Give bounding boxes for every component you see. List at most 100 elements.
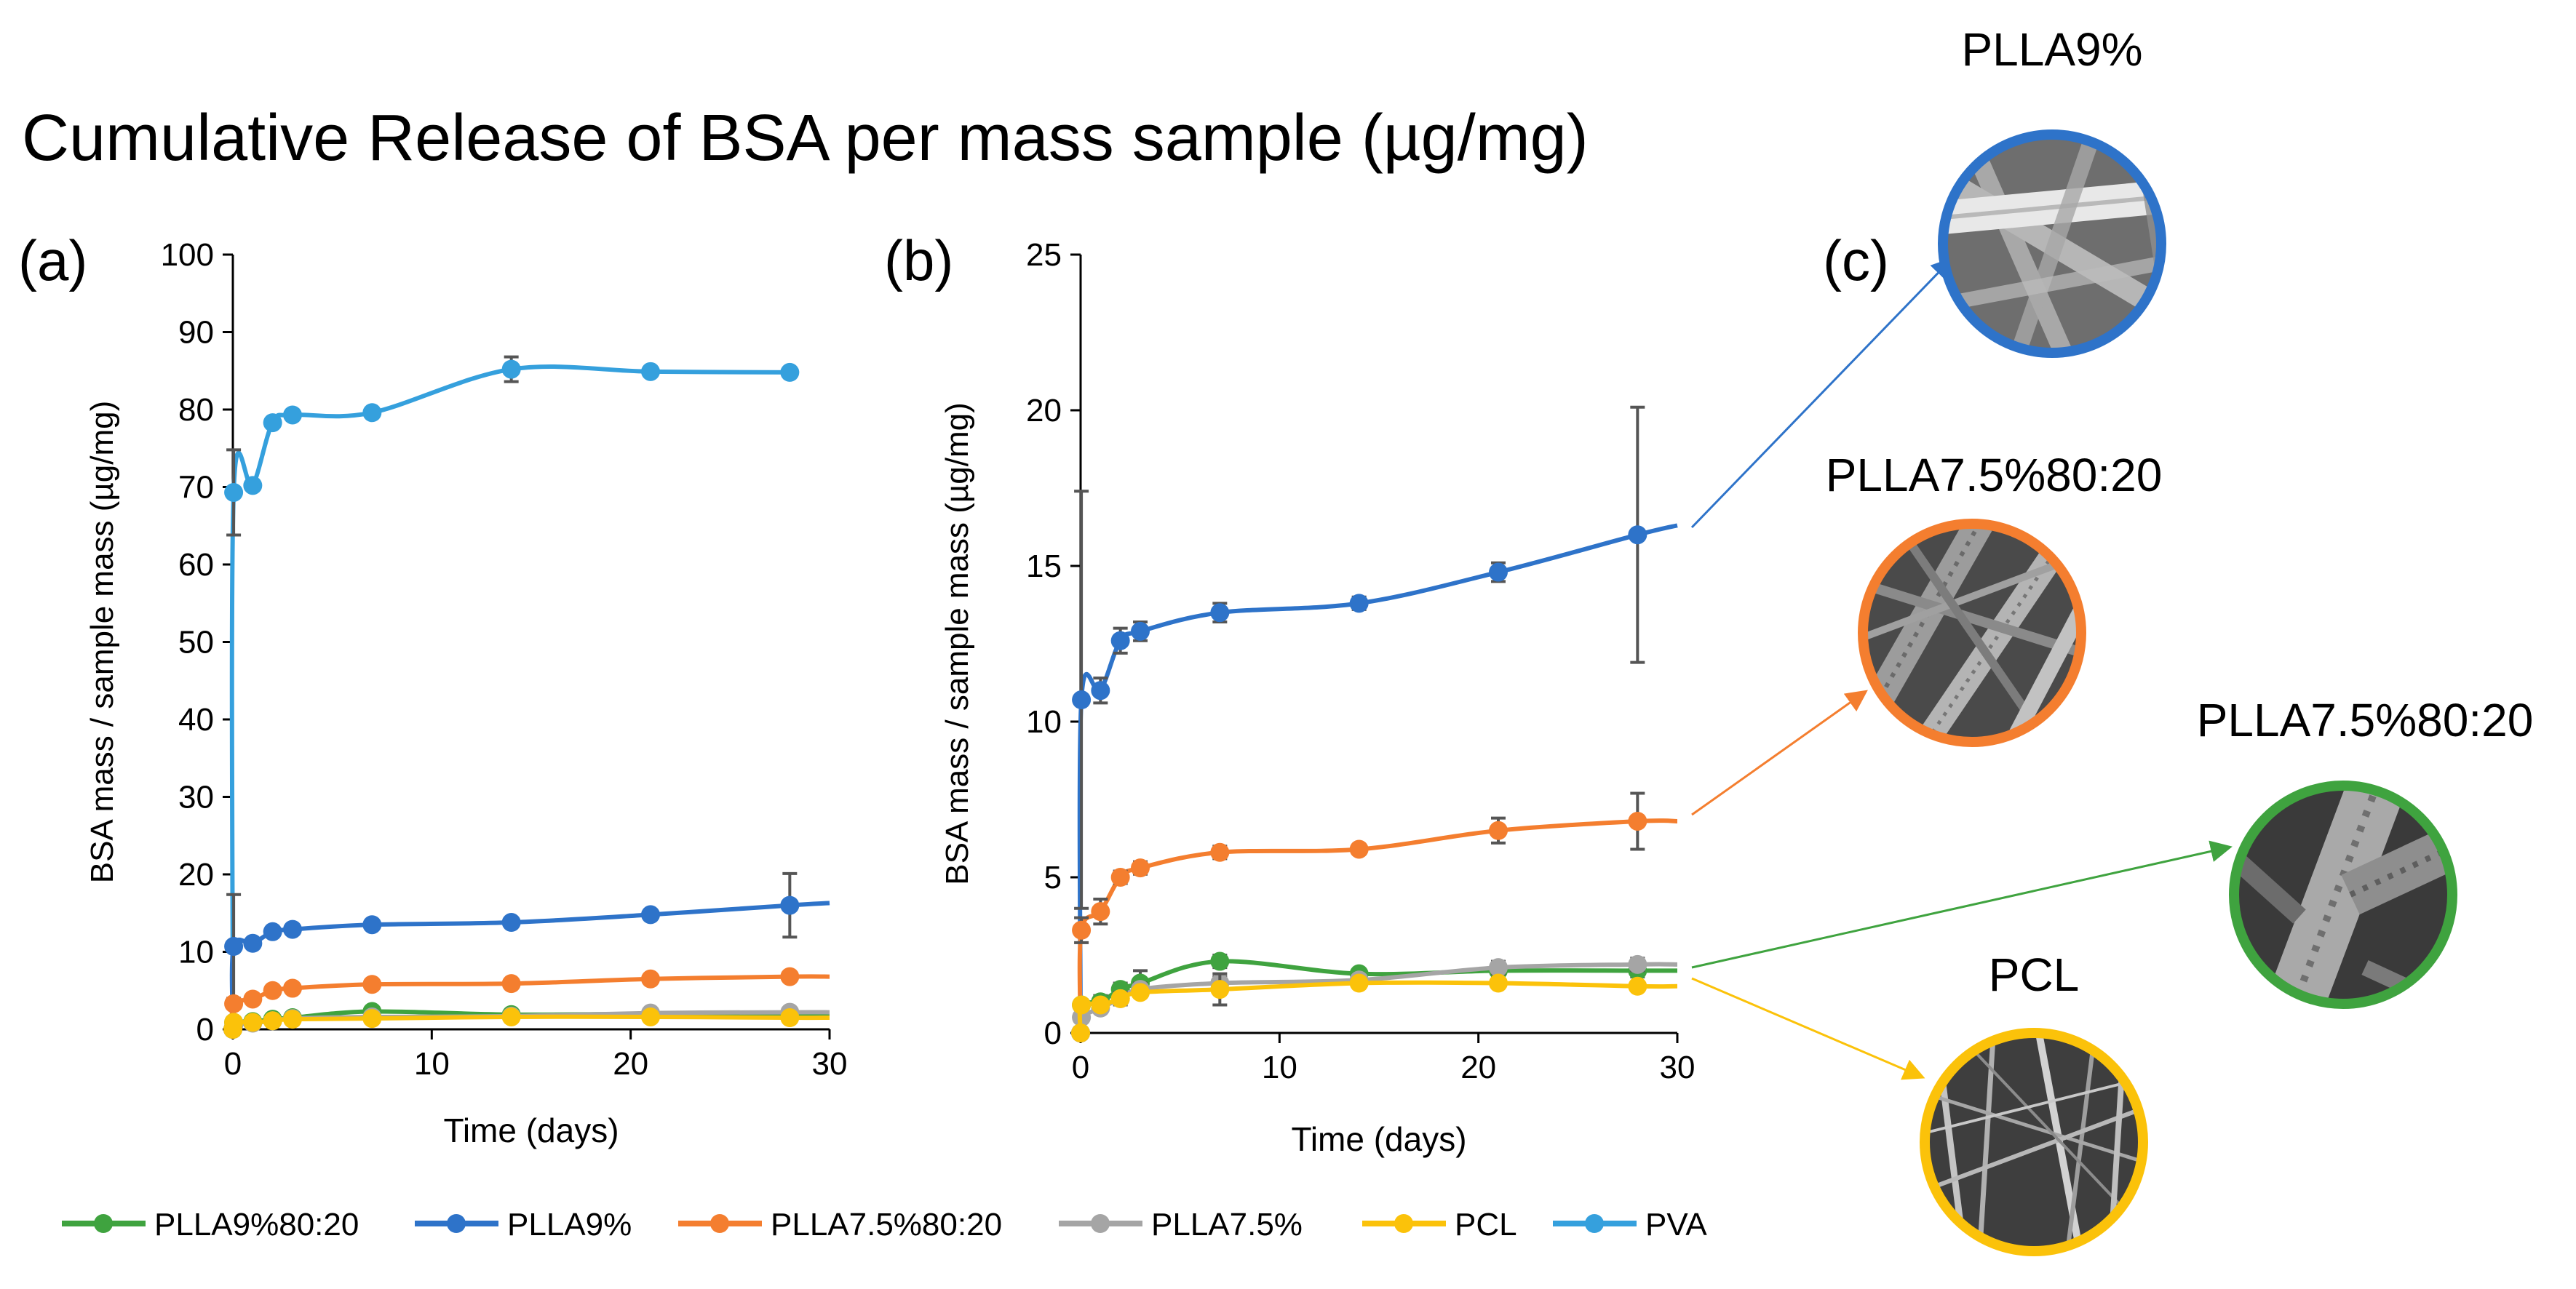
sem-label-green: PLLA7.5%80:20 bbox=[2197, 694, 2534, 746]
y-tick-label-a: 90 bbox=[178, 315, 214, 351]
y-tick-label-a: 50 bbox=[178, 625, 214, 661]
data-point-pva-a bbox=[501, 359, 521, 379]
series-line-plla7-580-20-a bbox=[229, 974, 830, 1030]
y-tick-label-a: 20 bbox=[178, 857, 214, 893]
x-tick-label-a: 20 bbox=[613, 1046, 648, 1082]
x-axis-label-a: Time (days) bbox=[443, 1112, 619, 1149]
chart-b: 0 5 10 15 20 25 0 10 20 30 Time (days) BSA mass / s… bbox=[939, 237, 1695, 1158]
data-point-pcl-a bbox=[641, 1007, 660, 1026]
x-tick-label-a: 0 bbox=[224, 1046, 242, 1082]
data-point-pcl-a bbox=[263, 1011, 282, 1031]
data-point-plla9-a bbox=[283, 919, 302, 939]
y-tick-label-a: 100 bbox=[161, 237, 214, 273]
sem-label-plla9: PLLA9% bbox=[1961, 23, 2142, 76]
series-line-plla9-b bbox=[1077, 523, 1678, 1034]
data-point-plla7-580-20-b bbox=[1628, 811, 1647, 831]
arrow-pcl bbox=[1691, 977, 1925, 1080]
series-line-pcl-b bbox=[1077, 980, 1678, 1034]
sem-image-pcl: PCL bbox=[1920, 949, 2148, 1256]
data-point-pcl-b bbox=[1110, 989, 1130, 1008]
chart-a: 0 10 20 30 40 50 60 70 80 90 100 0 10 20 30 Time (days)… bbox=[84, 237, 847, 1149]
data-point-plla9-b bbox=[1072, 690, 1092, 710]
sem-label-plla75-8020: PLLA7.5%80:20 bbox=[1826, 449, 2163, 501]
data-point-plla7-580-20-a bbox=[224, 994, 244, 1013]
y-tick-label-b: 25 bbox=[1026, 237, 1062, 273]
data-point-plla9-b bbox=[1489, 562, 1508, 582]
sem-frame-plla9 bbox=[1938, 129, 2166, 358]
data-point-plla7-580-20-b bbox=[1072, 920, 1092, 940]
data-point-plla7-580-20-b bbox=[1110, 868, 1130, 887]
y-tick-label-b: 5 bbox=[1044, 860, 1062, 895]
data-point-pva-a bbox=[780, 362, 800, 382]
sem-micrograph-pcl bbox=[1925, 1033, 2143, 1251]
data-point-plla9-a bbox=[243, 933, 263, 953]
y-tick-label-a: 30 bbox=[178, 780, 214, 815]
legend-item-pva: PVA bbox=[1553, 1207, 1707, 1242]
y-tick-label-a: 40 bbox=[178, 702, 214, 738]
connector-arrows bbox=[1690, 257, 2233, 1080]
data-point-pcl-a bbox=[362, 1009, 382, 1029]
arrow-plla9 bbox=[1690, 257, 1954, 529]
data-point-pva-a bbox=[283, 405, 302, 425]
legend-item-plla9: PLLA9% bbox=[415, 1207, 632, 1242]
data-point-pva-a bbox=[641, 362, 660, 381]
legend-item-plla9-8020: PLLA9%80:20 bbox=[62, 1207, 359, 1242]
data-point-pcl-b bbox=[1071, 1023, 1090, 1042]
y-tick-label-b: 20 bbox=[1026, 393, 1062, 428]
data-point-plla7-580-20-a bbox=[283, 978, 302, 998]
data-point-plla9-b bbox=[1628, 525, 1647, 545]
legend-label-pcl: PCL bbox=[1455, 1207, 1517, 1242]
data-point-plla9-a bbox=[362, 915, 382, 935]
data-point-plla7-580-20-a bbox=[263, 981, 282, 1000]
legend-item-pcl: PCL bbox=[1362, 1207, 1517, 1242]
data-point-plla980-20-b bbox=[1210, 951, 1230, 971]
sem-frame-plla9-8020 bbox=[2229, 781, 2457, 1009]
legend-label-plla9-8020: PLLA9%80:20 bbox=[154, 1207, 359, 1242]
sem-image-plla9: PLLA9% bbox=[1938, 23, 2166, 358]
data-point-plla7-580-20-a bbox=[641, 969, 660, 989]
legend-label-plla75-8020: PLLA7.5%80:20 bbox=[771, 1207, 1002, 1242]
y-tick-label-a: 70 bbox=[178, 470, 214, 506]
panel-label-b: (b) bbox=[884, 228, 953, 292]
x-tick-label-b: 20 bbox=[1460, 1050, 1496, 1085]
x-tick-label-a: 10 bbox=[414, 1046, 450, 1082]
x-tick-label-b: 10 bbox=[1262, 1050, 1297, 1085]
y-tick-label-a: 10 bbox=[178, 935, 214, 970]
data-point-pva-a bbox=[362, 403, 382, 423]
data-point-plla7-580-20-b bbox=[1210, 842, 1230, 862]
y-tick-label-a: 80 bbox=[178, 392, 214, 428]
data-point-pva-a bbox=[224, 482, 244, 502]
data-point-plla7-580-20-b bbox=[1091, 902, 1110, 922]
panel-label-a: (a) bbox=[18, 228, 87, 292]
sem-micrograph-plla75-8020 bbox=[1863, 524, 2081, 742]
arrow-plla9-8020 bbox=[1691, 840, 2233, 969]
sem-image-plla9-8020: PLLA7.5%80:20 bbox=[2197, 694, 2534, 1009]
series-line-pva-a bbox=[229, 364, 790, 1030]
data-point-plla7-580-20-a bbox=[243, 989, 263, 1009]
data-point-pcl-a bbox=[243, 1013, 263, 1032]
legend-item-plla75-8020: PLLA7.5%80:20 bbox=[678, 1207, 1002, 1242]
data-point-plla7-580-20-a bbox=[362, 975, 382, 994]
data-point-pcl-a bbox=[780, 1008, 800, 1028]
x-tick-label-a: 30 bbox=[812, 1046, 848, 1082]
y-axis-label-a: BSA mass / sample mass (µg/mg) bbox=[84, 401, 120, 884]
data-point-plla9-b bbox=[1349, 594, 1369, 613]
legend-marker-plla9 bbox=[447, 1214, 466, 1233]
data-point-plla9-a bbox=[780, 895, 800, 915]
data-point-plla9-a bbox=[224, 937, 244, 957]
sem-micrograph-plla9 bbox=[1943, 135, 2161, 353]
y-tick-label-b: 10 bbox=[1026, 704, 1062, 740]
data-point-pva-a bbox=[263, 413, 282, 433]
legend-marker-plla75-8020 bbox=[710, 1214, 729, 1233]
data-point-plla7-580-20-a bbox=[501, 974, 521, 994]
x-tick-label-b: 0 bbox=[1072, 1050, 1089, 1085]
sem-frame-pcl bbox=[1920, 1028, 2148, 1256]
data-point-pcl-a bbox=[224, 1013, 244, 1032]
data-point-pcl-a bbox=[501, 1007, 521, 1026]
data-point-plla9-a bbox=[263, 922, 282, 941]
series-line-plla7-580-20-b bbox=[1077, 818, 1678, 1034]
sem-frame-plla75-8020 bbox=[1858, 519, 2086, 747]
y-axis-label-b: BSA mass / sample mass (µg/mg) bbox=[939, 402, 975, 885]
data-point-plla7-580-20-b bbox=[1489, 821, 1508, 840]
data-point-pcl-a bbox=[283, 1010, 302, 1029]
